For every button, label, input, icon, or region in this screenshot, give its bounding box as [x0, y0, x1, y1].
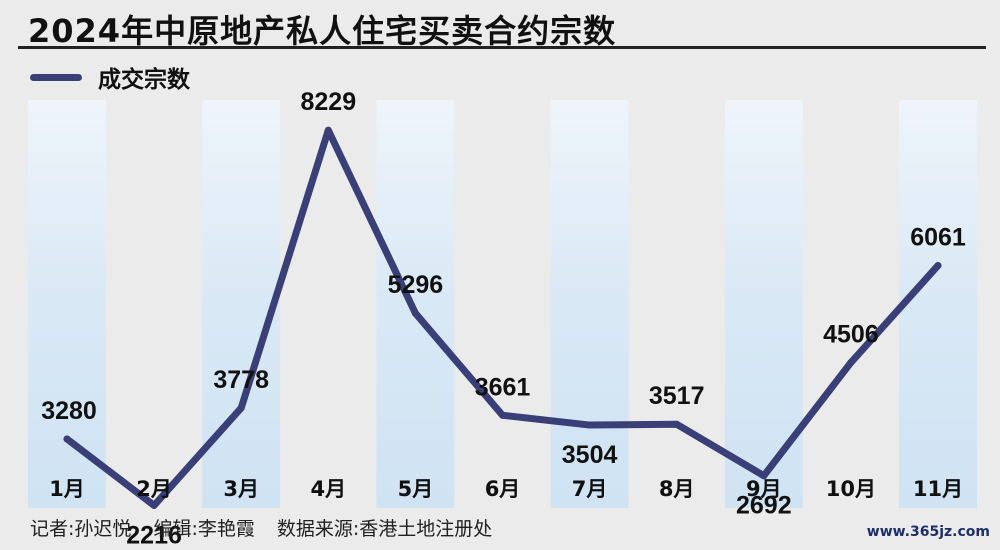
legend-swatch	[30, 73, 82, 81]
editor-credit: 编辑:李艳霞	[153, 518, 255, 540]
x-tick-label: 2月	[136, 477, 172, 501]
data-label: 4506	[823, 321, 879, 349]
data-label: 2216	[126, 521, 182, 549]
x-tick-label: 8月	[659, 477, 695, 501]
column-band	[899, 100, 977, 508]
x-tick-label: 5月	[398, 477, 434, 501]
data-point	[411, 309, 419, 317]
data-label: 6061	[910, 223, 966, 251]
data-point	[847, 359, 855, 367]
data-point	[499, 411, 506, 419]
x-tick-label: 1月	[49, 477, 85, 501]
data-label: 3778	[213, 366, 269, 394]
data-point	[324, 126, 332, 134]
chart-title: 2024年中原地产私人住宅买卖合约宗数	[28, 12, 617, 50]
x-tick-label: 3月	[223, 477, 259, 501]
watermark: www.365jz.com	[866, 524, 990, 540]
data-label: 3661	[475, 373, 531, 401]
series-line	[63, 126, 942, 509]
data-point	[150, 501, 158, 509]
data-point	[760, 472, 768, 480]
x-tick-label: 4月	[310, 477, 346, 501]
title-divider	[18, 46, 986, 49]
column-band	[376, 100, 455, 508]
legend: 成交宗数	[30, 62, 190, 93]
column-band	[724, 100, 803, 508]
data-label: 3504	[562, 441, 618, 469]
data-point	[237, 404, 245, 412]
data-point	[586, 421, 594, 429]
legend-label: 成交宗数	[98, 67, 190, 93]
column-band	[550, 100, 629, 508]
data-label: 5296	[388, 271, 444, 299]
column-band	[28, 100, 106, 508]
data-point	[673, 420, 681, 428]
data-label: 3280	[41, 397, 97, 425]
x-tick-label: 7月	[572, 477, 608, 501]
data-point	[63, 435, 71, 443]
data-point	[934, 261, 942, 269]
x-tick-label: 11月	[913, 477, 963, 501]
data-label: 3517	[649, 382, 705, 410]
x-tick-label: 9月	[746, 477, 782, 501]
source-credit: 数据来源:香港土地注册处	[276, 518, 493, 540]
column-band	[202, 100, 281, 508]
reporter-credit: 记者:孙迟悦	[30, 518, 132, 540]
credit-line: 记者:孙迟悦 编辑:李艳霞 数据来源:香港土地注册处	[30, 514, 508, 541]
x-tick-label: 10月	[826, 477, 876, 501]
x-tick-label: 6月	[485, 477, 521, 501]
data-label: 8229	[300, 88, 356, 116]
data-label: 2692	[736, 492, 792, 520]
